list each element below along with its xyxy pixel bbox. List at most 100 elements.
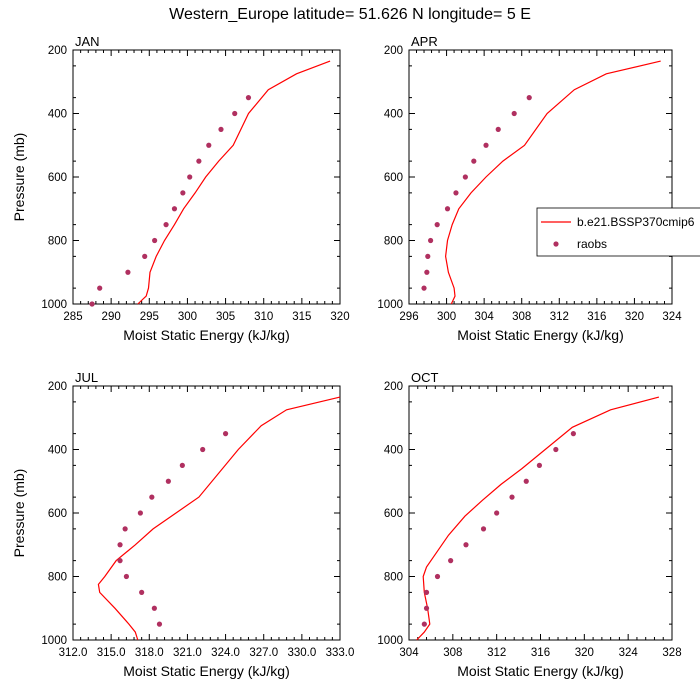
panel-oct: OCT 304 308 312 316 320 324 328 200 400 600 800 1000… (377, 370, 681, 679)
x-tick-label-apr: 320 (625, 311, 644, 323)
raobs-point-jul (165, 478, 171, 484)
x-tick-label-jan: 320 (330, 311, 349, 323)
x-tick-label-oct: 304 (399, 647, 419, 659)
x-tick-label-jul: 318.0 (135, 647, 164, 659)
raobs-point-oct (536, 462, 543, 468)
y-axis-title-jul: Pressure (mb) (11, 469, 27, 558)
x-tick-label-jul: 312.0 (59, 647, 88, 659)
y-tick-label-jan: 600 (48, 172, 67, 184)
raobs-point-jan (97, 285, 103, 291)
model-line-oct (416, 396, 660, 641)
raobs-point-jul (200, 446, 206, 453)
raobs-point-oct (423, 605, 430, 611)
raobs-point-jan (142, 253, 148, 259)
y-tick-label-oct: 800 (384, 572, 403, 584)
raobs-point-jan (232, 110, 238, 117)
y-tick-label-jan: 200 (48, 45, 67, 57)
x-tick-label-oct: 308 (443, 647, 462, 659)
raobs-point-oct (421, 621, 427, 627)
y-tick-label-apr: 400 (384, 109, 403, 121)
x-tick-label-jan: 315 (292, 311, 311, 323)
plot-frame-oct (408, 385, 673, 641)
y-tick-label-jan: 400 (48, 109, 67, 121)
legend-box (536, 207, 700, 257)
figure-title: Western_Europe latitude= 51.626 N longit… (169, 6, 531, 23)
x-tick-label-apr: 304 (475, 311, 495, 323)
y-tick-label-apr: 1000 (377, 299, 403, 311)
panel-jan: JAN 285 290 295 300 305 310 315 320 200 400 600 800 1… (11, 34, 350, 343)
raobs-point-jul (222, 431, 229, 437)
legend-marker-swatch (553, 241, 559, 247)
raobs-point-jul (137, 510, 143, 516)
x-tick-label-jan: 295 (140, 311, 159, 323)
x-tick-label-apr: 308 (512, 311, 531, 323)
legend-label-model: b.e21.BSSP370cmip6 (577, 215, 695, 229)
panels: JAN 285 290 295 300 305 310 315 320 200 400 600 800 1… (11, 34, 682, 679)
raobs-point-jul (123, 573, 129, 580)
raobs-point-jul (179, 462, 185, 468)
y-tick-label-jul: 200 (48, 381, 67, 393)
panel-label-jan: JAN (75, 34, 100, 49)
x-tick-label-apr: 312 (550, 311, 569, 323)
raobs-point-oct (553, 446, 559, 453)
x-tick-label-jan: 290 (102, 311, 121, 323)
x-tick-label-apr: 324 (662, 311, 682, 323)
x-tick-label-jul: 333.0 (326, 647, 355, 659)
panel-label-oct: OCT (411, 370, 439, 385)
raobs-point-apr (483, 142, 489, 148)
raobs-point-jul (149, 494, 155, 500)
legend-label-raobs: raobs (577, 237, 607, 251)
raobs-point-oct (480, 526, 487, 532)
panel-apr: APR 296 300 304 308 312 316 320 324 200 400 600 800 1… (377, 34, 682, 343)
raobs-point-apr (424, 269, 430, 275)
x-tick-label-jul: 324.0 (211, 647, 240, 659)
y-tick-label-apr: 800 (384, 236, 403, 248)
y-tick-label-oct: 1000 (377, 635, 403, 647)
raobs-point-oct (463, 542, 469, 548)
y-tick-label-jul: 600 (48, 508, 67, 520)
x-axis-title-jul: Moist Static Energy (kJ/kg) (123, 663, 290, 679)
raobs-point-jan (89, 301, 95, 307)
x-tick-label-jan: 285 (63, 311, 82, 323)
y-tick-label-jul: 1000 (41, 635, 67, 647)
raobs-point-oct (494, 510, 500, 516)
raobs-point-oct (448, 558, 454, 564)
raobs-point-jan (218, 126, 224, 132)
x-axis-title-oct: Moist Static Energy (kJ/kg) (457, 663, 624, 679)
raobs-point-jan (163, 222, 169, 228)
y-tick-label-jan: 1000 (41, 299, 67, 311)
raobs-point-jul (156, 621, 163, 627)
panel-label-apr: APR (411, 34, 438, 49)
x-tick-label-jan: 305 (216, 311, 235, 323)
y-tick-label-jul: 800 (48, 572, 67, 584)
raobs-point-apr (453, 190, 459, 196)
raobs-point-apr (425, 253, 431, 259)
x-tick-label-oct: 320 (575, 647, 594, 659)
y-tick-label-apr: 200 (384, 45, 403, 57)
raobs-point-apr (511, 110, 517, 117)
plot-frame-jan (72, 49, 341, 305)
raobs-point-jul (122, 526, 128, 532)
x-tick-label-apr: 296 (399, 311, 418, 323)
raobs-point-jan (187, 174, 193, 180)
raobs-point-jan (171, 206, 178, 212)
model-line-apr (444, 60, 661, 305)
x-tick-label-jul: 321.0 (173, 647, 202, 659)
x-tick-label-oct: 316 (531, 647, 550, 659)
x-axis-title-apr: Moist Static Energy (kJ/kg) (457, 327, 624, 343)
model-line-jul (97, 396, 341, 641)
raobs-point-oct (523, 478, 529, 484)
model-line-jan (137, 60, 331, 305)
y-axis-title-jan: Pressure (mb) (11, 133, 27, 222)
x-axis-title-jan: Moist Static Energy (kJ/kg) (123, 327, 290, 343)
raobs-point-jul (117, 558, 123, 564)
raobs-point-apr (471, 158, 477, 164)
raobs-point-oct (509, 494, 515, 500)
raobs-point-apr (434, 222, 440, 228)
raobs-point-jan (206, 142, 212, 148)
y-tick-label-apr: 600 (384, 172, 403, 184)
raobs-point-oct (423, 589, 430, 595)
x-tick-label-apr: 316 (587, 311, 606, 323)
raobs-point-jul (117, 542, 123, 548)
